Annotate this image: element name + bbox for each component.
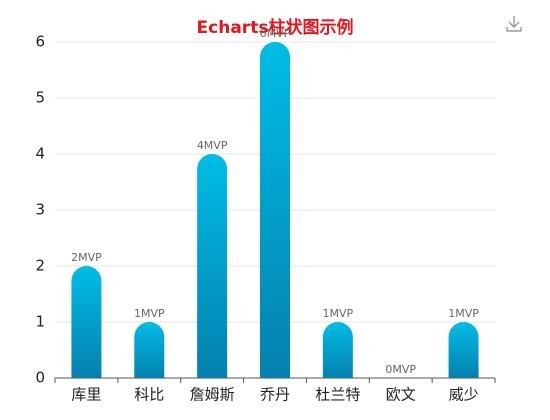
download-icon[interactable]: [506, 16, 522, 32]
x-tick-label: 库里: [71, 386, 101, 404]
y-tick-label: 4: [35, 145, 45, 163]
value-label: 1MVP: [134, 307, 165, 320]
x-tick-label: 科比: [134, 386, 164, 404]
value-label: 0MVP: [385, 363, 416, 376]
y-tick-label: 2: [35, 257, 45, 275]
bar: [71, 266, 102, 378]
bar: [322, 322, 353, 378]
value-label: 1MVP: [448, 307, 479, 320]
bar: [260, 42, 290, 378]
y-tick-label: 6: [35, 33, 45, 51]
value-label: 6MVP: [260, 27, 291, 40]
bar: [134, 322, 165, 378]
x-tick-label: 欧文: [386, 386, 416, 404]
bar: [197, 154, 228, 378]
value-label: 4MVP: [197, 139, 228, 152]
x-tick-label: 威少: [449, 386, 479, 404]
y-tick-label: 3: [35, 201, 45, 219]
x-tick-label: 乔丹: [260, 386, 290, 404]
x-tick-label: 杜兰特: [315, 386, 360, 404]
bar: [448, 322, 479, 378]
y-tick-label: 5: [35, 89, 45, 107]
value-label: 2MVP: [71, 251, 102, 264]
value-label: 1MVP: [323, 307, 354, 320]
x-tick-label: 詹姆斯: [190, 386, 235, 404]
y-tick-label: 0: [35, 369, 45, 387]
y-tick-label: 1: [35, 313, 45, 331]
chart-title: Echarts柱状图示例: [197, 17, 354, 38]
